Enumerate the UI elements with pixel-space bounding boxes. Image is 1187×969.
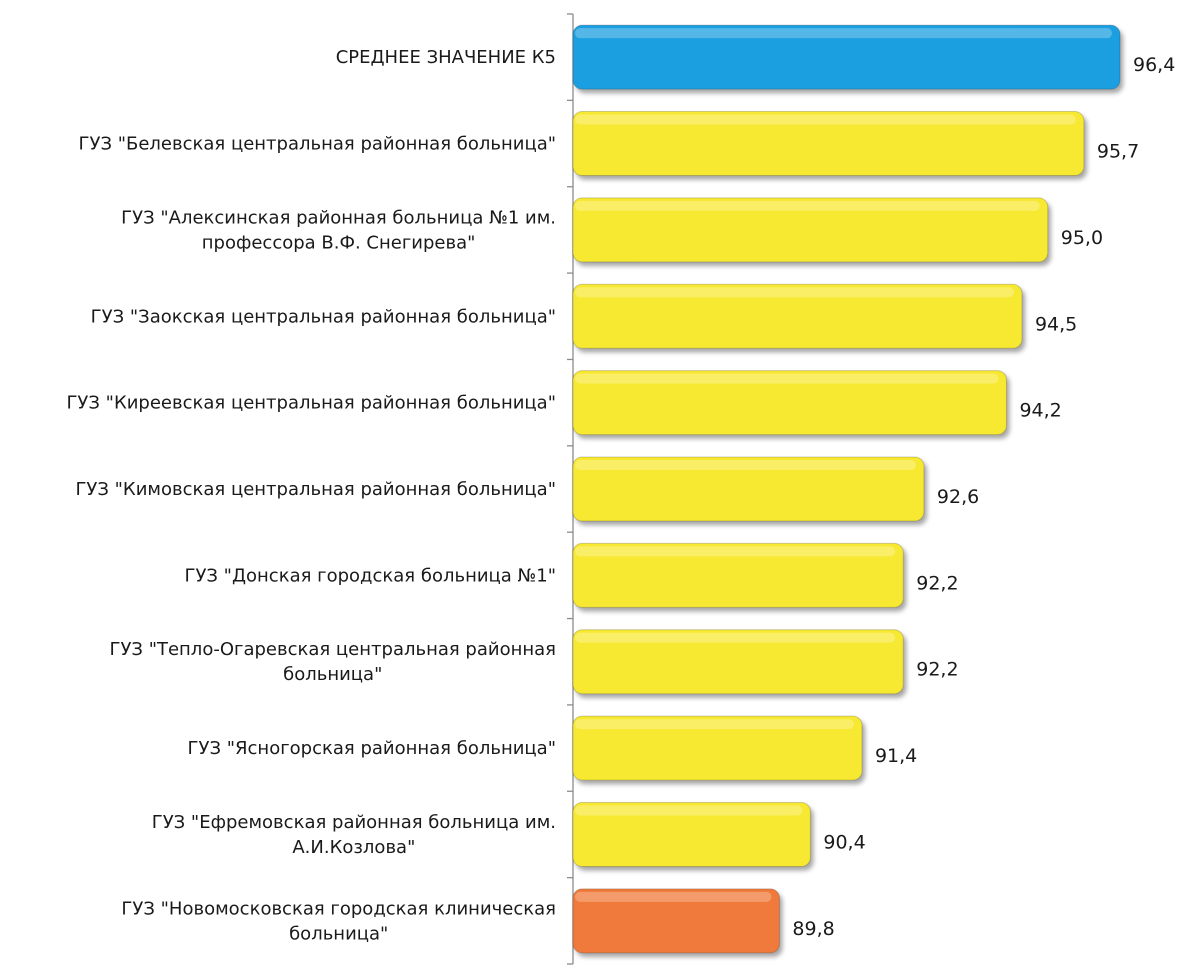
bar-highlight <box>575 891 772 902</box>
bar-highlight <box>575 719 854 730</box>
data-label: 92,6 <box>937 486 979 508</box>
data-label: 95,0 <box>1061 227 1103 249</box>
data-label: 94,2 <box>1019 400 1061 422</box>
data-label: 94,5 <box>1035 313 1077 335</box>
bar <box>572 629 904 695</box>
category-label: ГУЗ "Ясногорская районная больница" <box>188 738 556 759</box>
bar-highlight <box>575 546 896 557</box>
bar-highlight <box>575 460 916 470</box>
data-label: 91,4 <box>875 745 917 767</box>
data-label: 89,8 <box>792 918 834 940</box>
bar-highlight <box>575 805 803 816</box>
bar <box>572 370 1007 436</box>
bar-highlight <box>575 200 1040 211</box>
bar-highlight <box>575 28 1112 39</box>
bars <box>572 24 1121 954</box>
bar-highlight <box>575 287 1014 298</box>
bar <box>572 888 780 954</box>
value-labels: 96,4 95,7 95,0 94,5 94,2 92,6 92,2 92,2 91,4 90,4… <box>792 54 1175 940</box>
axis-ticks <box>567 13 573 965</box>
data-label: 95,7 <box>1097 141 1139 163</box>
category-label: ГУЗ "Заокская центральная районная больн… <box>91 306 556 327</box>
category-label: СРЕДНЕЕ ЗНАЧЕНИЕ К5 <box>336 47 556 68</box>
data-label: 96,4 <box>1133 54 1175 76</box>
data-label: 90,4 <box>823 831 865 853</box>
category-label: больница" <box>289 923 388 944</box>
bar <box>572 801 811 867</box>
bar <box>572 542 904 608</box>
bar <box>572 197 1049 263</box>
category-label: А.И.Козлова" <box>292 837 415 858</box>
category-label: ГУЗ "Тепло-Огаревская центральная районн… <box>109 639 556 660</box>
category-label: профессора В.Ф. Снегирева" <box>202 232 476 253</box>
category-label: ГУЗ "Ефремовская районная больница им. <box>152 812 556 833</box>
category-label: ГУЗ "Киреевская центральная районная бол… <box>66 393 556 414</box>
category-label: ГУЗ "Кимовская центральная районная боль… <box>75 479 556 500</box>
bar-highlight <box>575 114 1076 125</box>
bar <box>572 715 863 781</box>
bar <box>572 111 1085 177</box>
bar <box>572 24 1121 90</box>
category-label: ГУЗ "Новомосковская городская клиническа… <box>121 898 556 919</box>
category-label: ГУЗ "Белевская центральная районная боль… <box>79 134 556 155</box>
category-label: ГУЗ "Алексинская районная больница №1 им… <box>121 207 556 228</box>
bar-highlight <box>575 632 896 643</box>
data-label: 92,2 <box>916 572 958 594</box>
category-label: больница" <box>283 664 382 685</box>
bar-highlight <box>575 373 999 384</box>
category-labels: СРЕДНЕЕ ЗНАЧЕНИЕ К5 ГУЗ "Белевская центра… <box>66 47 556 944</box>
bar <box>572 283 1023 349</box>
category-label: ГУЗ "Донская городская больница №1" <box>184 565 556 586</box>
data-label: 92,2 <box>916 659 958 681</box>
bar <box>572 456 925 522</box>
